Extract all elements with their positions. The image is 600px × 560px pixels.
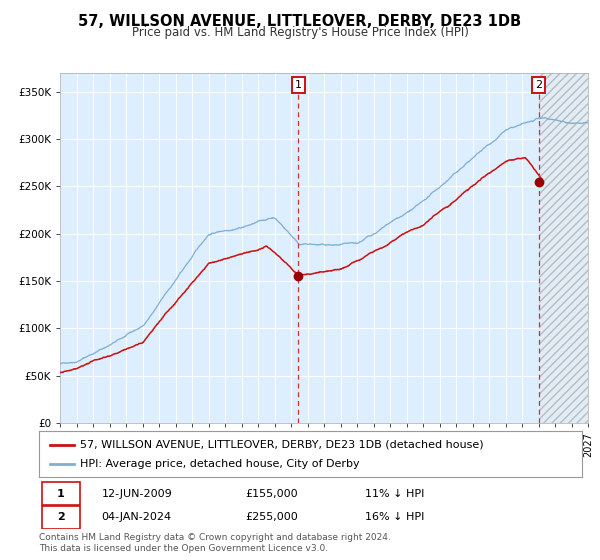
Text: 57, WILLSON AVENUE, LITTLEOVER, DERBY, DE23 1DB (detached house): 57, WILLSON AVENUE, LITTLEOVER, DERBY, D… [80,440,484,450]
Text: Contains HM Land Registry data © Crown copyright and database right 2024.
This d: Contains HM Land Registry data © Crown c… [39,533,391,553]
Text: £155,000: £155,000 [245,489,298,499]
Text: HPI: Average price, detached house, City of Derby: HPI: Average price, detached house, City… [80,459,359,469]
Text: 57, WILLSON AVENUE, LITTLEOVER, DERBY, DE23 1DB: 57, WILLSON AVENUE, LITTLEOVER, DERBY, D… [79,14,521,29]
Text: 11% ↓ HPI: 11% ↓ HPI [365,489,424,499]
Text: 1: 1 [295,80,302,90]
Text: Price paid vs. HM Land Registry's House Price Index (HPI): Price paid vs. HM Land Registry's House … [131,26,469,39]
Bar [539,73,588,423]
Text: 2: 2 [57,512,65,522]
Text: £255,000: £255,000 [245,512,298,522]
Text: 2: 2 [535,80,542,90]
FancyBboxPatch shape [42,506,80,529]
Text: 04-JAN-2024: 04-JAN-2024 [101,512,172,522]
Text: 1: 1 [57,489,65,499]
FancyBboxPatch shape [42,482,80,505]
Bar [539,73,588,423]
Text: 12-JUN-2009: 12-JUN-2009 [101,489,172,499]
Text: 16% ↓ HPI: 16% ↓ HPI [365,512,424,522]
